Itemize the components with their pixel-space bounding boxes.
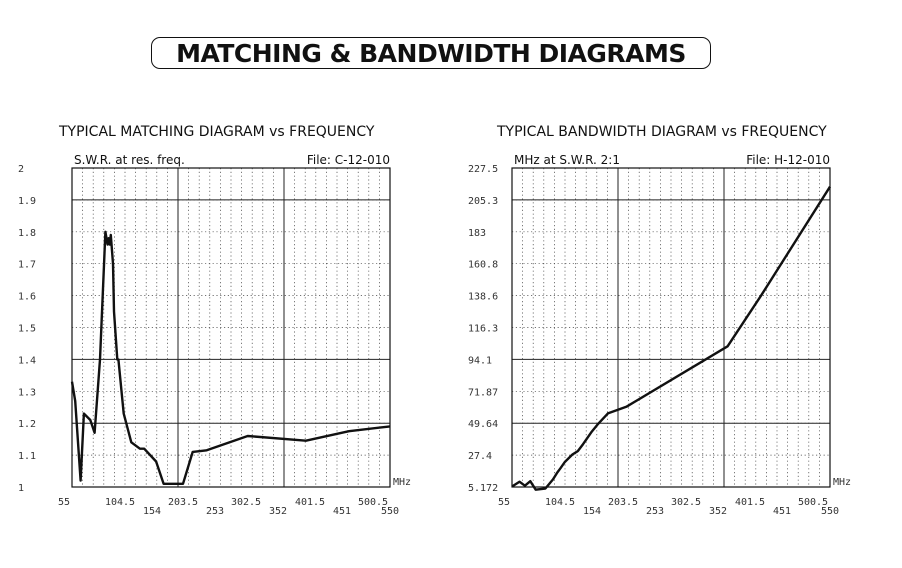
x-tick-label: 154 bbox=[583, 506, 601, 517]
y-tick-label: 183 bbox=[468, 228, 486, 239]
y-tick-label: 49.64 bbox=[468, 419, 498, 430]
plot-frame bbox=[71, 167, 391, 488]
x-tick-label: 451 bbox=[333, 506, 351, 517]
grid bbox=[72, 168, 390, 487]
x-tick-label: 352 bbox=[709, 506, 727, 517]
y-tick-label: 94.1 bbox=[468, 355, 492, 366]
x-tick-label: 401.5 bbox=[735, 497, 765, 508]
y-tick-label: 1.5 bbox=[18, 324, 36, 335]
y-tick-label: 116.3 bbox=[468, 324, 498, 335]
y-tick-label: 1.9 bbox=[18, 196, 36, 207]
x-tick-label: 352 bbox=[269, 506, 287, 517]
y-tick-label: 1.3 bbox=[18, 387, 36, 398]
bandwidth-chart: TYPICAL BANDWIDTH DIAGRAM vs FREQUENCY MH… bbox=[468, 124, 851, 517]
x-tick-label: 550 bbox=[381, 506, 399, 517]
y-tick-label: 1.4 bbox=[18, 355, 36, 366]
file-label: File: H-12-010 bbox=[746, 153, 830, 167]
x-tick-label: 550 bbox=[821, 506, 839, 517]
y-axis-label: MHz at S.W.R. 2:1 bbox=[514, 153, 620, 167]
y-tick-label: 1.6 bbox=[18, 292, 36, 303]
file-label: File: C-12-010 bbox=[307, 153, 390, 167]
unit-label: MHz bbox=[393, 477, 411, 488]
y-tick-label: 227.5 bbox=[468, 164, 498, 175]
y-tick-label: 1.7 bbox=[18, 260, 36, 271]
y-tick-label: 71.87 bbox=[468, 387, 498, 398]
x-tick-label: 451 bbox=[773, 506, 791, 517]
y-tick-label: 2 bbox=[18, 164, 24, 175]
x-tick-label: 55 bbox=[498, 497, 510, 508]
x-tick-label: 401.5 bbox=[295, 497, 325, 508]
x-tick-label: 154 bbox=[143, 506, 161, 517]
page-title: MATCHING & BANDWIDTH DIAGRAMS bbox=[151, 37, 711, 69]
y-tick-label: 1.1 bbox=[18, 451, 36, 462]
y-tick-label: 205.3 bbox=[468, 196, 498, 207]
x-tick-label: 203.5 bbox=[608, 497, 638, 508]
x-tick-label: 104.5 bbox=[545, 497, 575, 508]
x-tick-label: 302.5 bbox=[671, 497, 701, 508]
y-tick-label: 5.172 bbox=[468, 483, 498, 494]
chart-title: TYPICAL BANDWIDTH DIAGRAM vs FREQUENCY bbox=[496, 124, 827, 140]
y-tick-label: 1 bbox=[18, 483, 24, 494]
y-axis-label: S.W.R. at res. freq. bbox=[74, 153, 185, 167]
y-tick-label: 27.4 bbox=[468, 451, 492, 462]
x-tick-label: 253 bbox=[206, 506, 224, 517]
x-tick-label: 55 bbox=[58, 497, 70, 508]
series-line bbox=[511, 186, 832, 491]
x-tick-label: 203.5 bbox=[168, 497, 198, 508]
y-tick-label: 1.8 bbox=[18, 228, 36, 239]
matching-chart: TYPICAL MATCHING DIAGRAM vs FREQUENCY S.W… bbox=[18, 124, 411, 517]
grid bbox=[512, 168, 830, 487]
chart-title: TYPICAL MATCHING DIAGRAM vs FREQUENCY bbox=[58, 124, 375, 140]
x-tick-label: 500.5 bbox=[358, 497, 388, 508]
x-tick-label: 302.5 bbox=[231, 497, 261, 508]
y-tick-label: 1.2 bbox=[18, 419, 36, 430]
series-line bbox=[70, 230, 391, 485]
y-tick-label: 160.8 bbox=[468, 260, 498, 271]
y-tick-label: 138.6 bbox=[468, 292, 498, 303]
x-tick-label: 500.5 bbox=[798, 497, 828, 508]
plot-frame bbox=[511, 167, 831, 488]
x-tick-label: 253 bbox=[646, 506, 664, 517]
x-tick-label: 104.5 bbox=[105, 497, 135, 508]
unit-label: MHz bbox=[833, 477, 851, 488]
